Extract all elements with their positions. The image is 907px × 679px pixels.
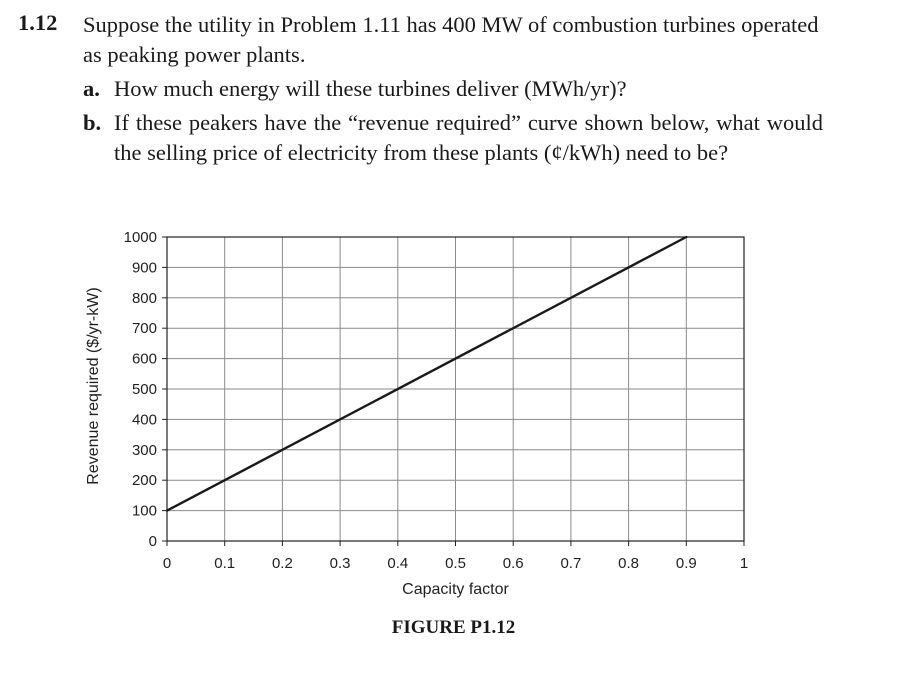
part-b-label: b. xyxy=(83,110,102,135)
y-tick-label: 500 xyxy=(132,381,157,398)
x-tick-label: 0.8 xyxy=(618,555,639,572)
part-b-text: If these peakers have the “revenue requi… xyxy=(114,110,823,165)
y-tick-label: 200 xyxy=(132,472,157,489)
figure-caption: FIGURE P1.12 xyxy=(391,617,516,638)
x-tick-label: 0.2 xyxy=(272,555,293,572)
x-tick-label: 0.1 xyxy=(214,555,235,572)
y-tick-label: 800 xyxy=(132,290,157,307)
y-tick-label: 0 xyxy=(149,533,157,550)
y-tick-label: 900 xyxy=(132,259,157,276)
problem-intro: Suppose the utility in Problem 1.11 has … xyxy=(83,12,819,67)
x-tick-label: 0.5 xyxy=(445,555,466,572)
x-tick-label: 0.4 xyxy=(387,555,408,572)
x-axis-label: Capacity factor xyxy=(402,581,509,598)
x-tick-label: 0.3 xyxy=(330,555,351,572)
y-tick-label: 1000 xyxy=(124,229,157,246)
x-tick-label: 0.7 xyxy=(560,555,581,572)
y-tick-label: 700 xyxy=(132,320,157,337)
y-tick-label: 300 xyxy=(132,442,157,459)
y-tick-label: 600 xyxy=(132,351,157,368)
problem-number: 1.12 xyxy=(18,10,58,35)
part-a-label: a. xyxy=(83,76,100,101)
x-tick-label: 0 xyxy=(163,555,171,572)
x-tick-label: 0.9 xyxy=(676,555,697,572)
y-tick-label: 400 xyxy=(132,411,157,428)
part-a-text: How much energy will these turbines deli… xyxy=(114,76,627,101)
x-tick-label: 0.6 xyxy=(503,555,524,572)
y-axis-label: Revenue required ($/yr-kW) xyxy=(85,287,102,484)
y-tick-label: 100 xyxy=(132,503,157,520)
revenue-required-line xyxy=(165,235,688,512)
plot-frame xyxy=(166,236,745,542)
x-tick-label: 1 xyxy=(740,555,748,572)
